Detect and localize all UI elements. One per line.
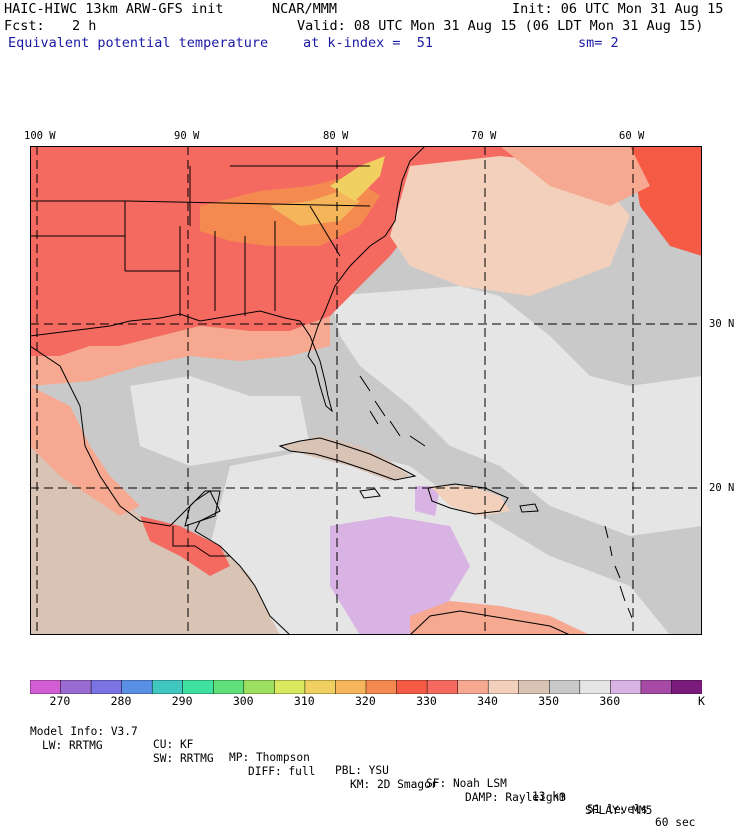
org-label: NCAR/MMM: [272, 1, 338, 17]
smoothing-label: sm= 2: [578, 35, 619, 51]
colorbar-swatch: [304, 680, 337, 694]
fcst-value: 2 h: [72, 18, 97, 34]
fcst-label: Fcst:: [4, 18, 45, 34]
lat-label-20n: 20 N: [709, 482, 735, 494]
bahamas: [359, 375, 426, 447]
km-scheme: KM: 2D Smagor: [350, 778, 438, 791]
colorbar-label: 270: [49, 694, 71, 708]
theta-e-map: [30, 146, 702, 635]
colorbar-swatch: [335, 680, 367, 694]
coastlines: [30, 146, 633, 635]
lon-label-60w: 60 W: [619, 130, 645, 142]
valid-time: Valid: 08 UTC Mon 31 Aug 15 (06 LDT Mon …: [297, 18, 704, 34]
time-step: 60 sec: [655, 816, 696, 829]
colorbar-swatch: [121, 680, 153, 694]
colorbar-swatch: [151, 680, 184, 694]
colorbar-swatch: [90, 680, 123, 694]
cuba-coast: [278, 437, 417, 481]
field-name: Equivalent potential temperature: [8, 35, 269, 51]
colorbar-swatch: [213, 680, 245, 694]
colorbar-label: K: [698, 694, 705, 708]
sf-scheme: SF: Noah LSM: [426, 777, 507, 790]
colorbar-swatch: [610, 680, 642, 694]
model-info: Model Info: V3.7: [30, 725, 138, 738]
colorbar-label: 290: [171, 694, 193, 708]
colorbar-swatch: [365, 680, 398, 694]
field-peach-band: [30, 316, 330, 386]
lw-scheme: LW: RRTMG: [42, 739, 103, 752]
colorbar-label: 310: [293, 694, 315, 708]
colorbar-swatch: [518, 680, 551, 694]
model-title: HAIC-HIWC 13km ARW-GFS init: [4, 1, 224, 17]
colorbar-swatch: [487, 680, 520, 694]
colorbar-label: 320: [355, 694, 376, 708]
field-warm-ne-ocean: [630, 146, 702, 256]
lat-label-30n: 30 N: [709, 318, 735, 330]
field-salmon-ocean: [500, 146, 650, 206]
pbl-scheme: PBL: YSU: [335, 764, 389, 777]
colorbar-swatch: [182, 680, 215, 694]
field-light-gulf: [130, 376, 310, 466]
field-lavender-small: [415, 486, 440, 516]
level-label: at k-index = 51: [303, 35, 434, 51]
map-frame: [30, 146, 702, 635]
sw-scheme: SW: RRTMG: [153, 752, 214, 765]
field-mexico-warm: [30, 386, 140, 516]
field-light-atlantic: [330, 286, 702, 536]
lon-label-100w: 100 W: [24, 130, 56, 142]
colorbar-swatch: [549, 680, 581, 694]
lon-label-80w: 80 W: [323, 130, 349, 142]
lat-lon-grid: [30, 146, 702, 635]
colorbar: [30, 680, 702, 694]
colorbar-swatch: [60, 680, 92, 694]
south-america-coast: [409, 610, 571, 635]
colorbar-swatch: [579, 680, 612, 694]
jamaica: [359, 488, 381, 499]
lon-label-70w: 70 W: [471, 130, 497, 142]
colorbar-swatch: [640, 680, 673, 694]
init-time: Init: 06 UTC Mon 31 Aug 15: [512, 1, 724, 17]
sflay-scheme: SFLAY: MM5: [585, 804, 653, 817]
field-mexico-tan: [30, 396, 280, 635]
colorbar-swatch: [457, 680, 489, 694]
lon-label-90w: 90 W: [174, 130, 200, 142]
field-lavender-patch: [330, 516, 470, 635]
diff-scheme: DIFF: full: [248, 765, 316, 778]
colorbar-label: 350: [538, 694, 560, 708]
mp-scheme: MP: Thompson: [229, 751, 310, 764]
colorbar-label: 340: [477, 694, 498, 708]
field-hispaniola: [430, 486, 510, 516]
puerto-rico: [519, 503, 539, 513]
lesser-antilles: [604, 525, 633, 619]
us-state-lines: [30, 165, 371, 316]
colorbar-label: 300: [232, 694, 254, 708]
colorbar-swatch: [426, 680, 459, 694]
colorbar-label: 360: [599, 694, 621, 708]
yucatan: [184, 490, 221, 527]
colorbar-label: 280: [110, 694, 132, 708]
field-cuba: [280, 436, 410, 481]
colorbar-swatch: [671, 680, 702, 694]
field-yellow-streak: [330, 156, 385, 201]
colorbar-label: 330: [416, 694, 437, 708]
colorbar-swatch: [274, 680, 306, 694]
damp-scheme: DAMP: Rayleigh3: [465, 791, 567, 804]
colorbar-swatch: [396, 680, 428, 694]
colorbar-swatch: [243, 680, 276, 694]
hispaniola-coast: [427, 483, 509, 515]
field-warm-sw: [30, 146, 702, 356]
colorbar-swatch: [30, 680, 62, 694]
